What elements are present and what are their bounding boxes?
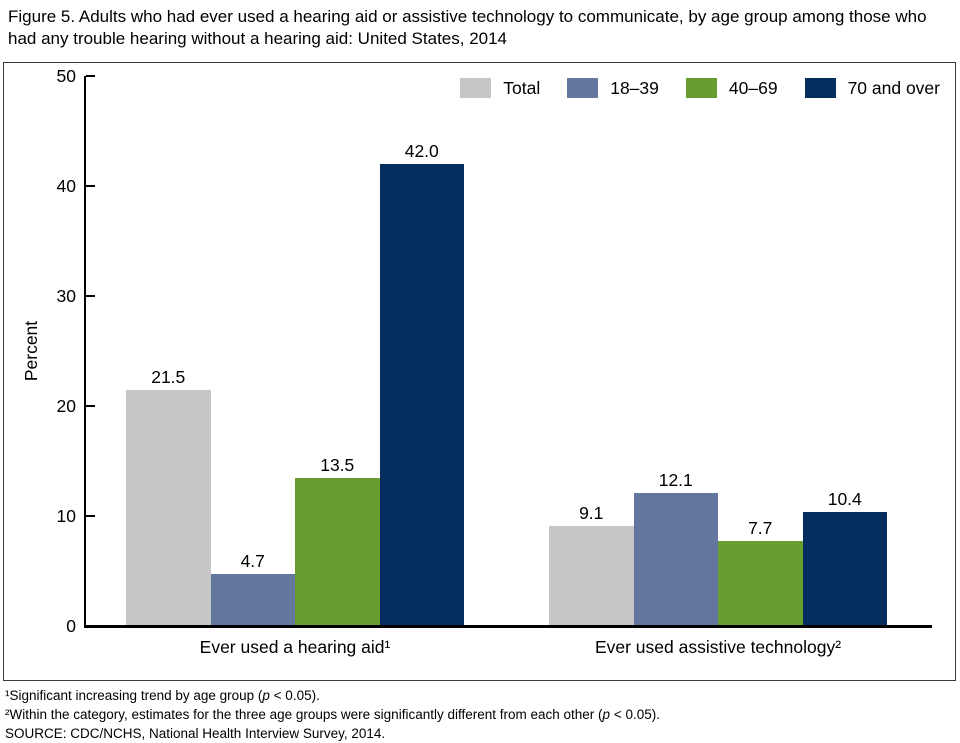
bar-value-label: 7.7 xyxy=(748,518,773,539)
bar-value-label: 21.5 xyxy=(151,366,186,387)
chart-legend: Total 18–39 40–69 70 and over xyxy=(460,76,940,100)
bar-total-group1 xyxy=(126,389,211,626)
bar-value-label: 10.4 xyxy=(827,488,862,509)
legend-item: 40–69 xyxy=(685,77,778,99)
bar-40-69-group2 xyxy=(718,541,803,626)
y-tick-mark xyxy=(86,185,95,187)
y-tick-mark xyxy=(86,405,95,407)
legend-swatch xyxy=(567,78,599,98)
legend-label: 40–69 xyxy=(728,77,778,98)
chart-frame: Total 18–39 40–69 70 and over Percent 21.5 9… xyxy=(3,62,956,681)
bar-18-39-group1 xyxy=(210,574,295,626)
footnote-2: ²Within the category, estimates for the … xyxy=(5,707,660,722)
footnotes: ¹Significant increasing trend by age gro… xyxy=(5,686,660,743)
source-note: SOURCE: CDC/NCHS, National Health Interv… xyxy=(5,726,386,741)
bar-70-and-over-group2 xyxy=(802,511,887,626)
figure-title: Figure 5. Adults who had ever used a hea… xyxy=(8,7,927,49)
y-tick-label: 30 xyxy=(56,286,76,306)
y-axis-line xyxy=(84,76,86,628)
x-axis-line xyxy=(84,625,932,628)
legend-label: Total xyxy=(503,77,541,98)
y-tick-mark xyxy=(86,515,95,517)
category-label: Ever used assistive technology² xyxy=(594,637,842,657)
legend-item: Total xyxy=(460,78,540,99)
y-tick-label: 40 xyxy=(56,176,76,196)
legend-swatch xyxy=(804,78,836,98)
legend-item: 70 and over xyxy=(804,77,940,99)
bar-value-label: 13.5 xyxy=(320,454,355,475)
y-tick-label: 0 xyxy=(66,616,76,636)
legend-label: 18–39 xyxy=(610,77,659,98)
y-tick-mark xyxy=(86,75,95,77)
bar-70-and-over-group1 xyxy=(379,164,464,626)
bar-total-group2 xyxy=(549,525,634,626)
legend-item: 18–39 xyxy=(567,78,659,99)
bar-18-39-group2 xyxy=(633,492,718,626)
category-label: Ever used a hearing aid¹ xyxy=(199,637,391,657)
y-tick-mark xyxy=(86,295,95,297)
legend-label: 70 and over xyxy=(847,77,940,98)
bar-value-label: 42.0 xyxy=(404,141,439,161)
bar-value-label: 4.7 xyxy=(240,551,265,572)
legend-swatch xyxy=(685,78,717,98)
bar-40-69-group1 xyxy=(295,477,380,626)
footnote-1: ¹Significant increasing trend by age gro… xyxy=(5,688,320,703)
y-axis-label: Percent xyxy=(21,320,41,382)
legend-swatch xyxy=(460,78,492,98)
y-tick-label: 50 xyxy=(56,66,76,86)
bar-value-label: 12.1 xyxy=(658,469,693,490)
y-tick-label: 10 xyxy=(56,506,76,526)
bar-value-label: 9.1 xyxy=(579,502,604,523)
y-tick-label: 20 xyxy=(56,396,76,416)
